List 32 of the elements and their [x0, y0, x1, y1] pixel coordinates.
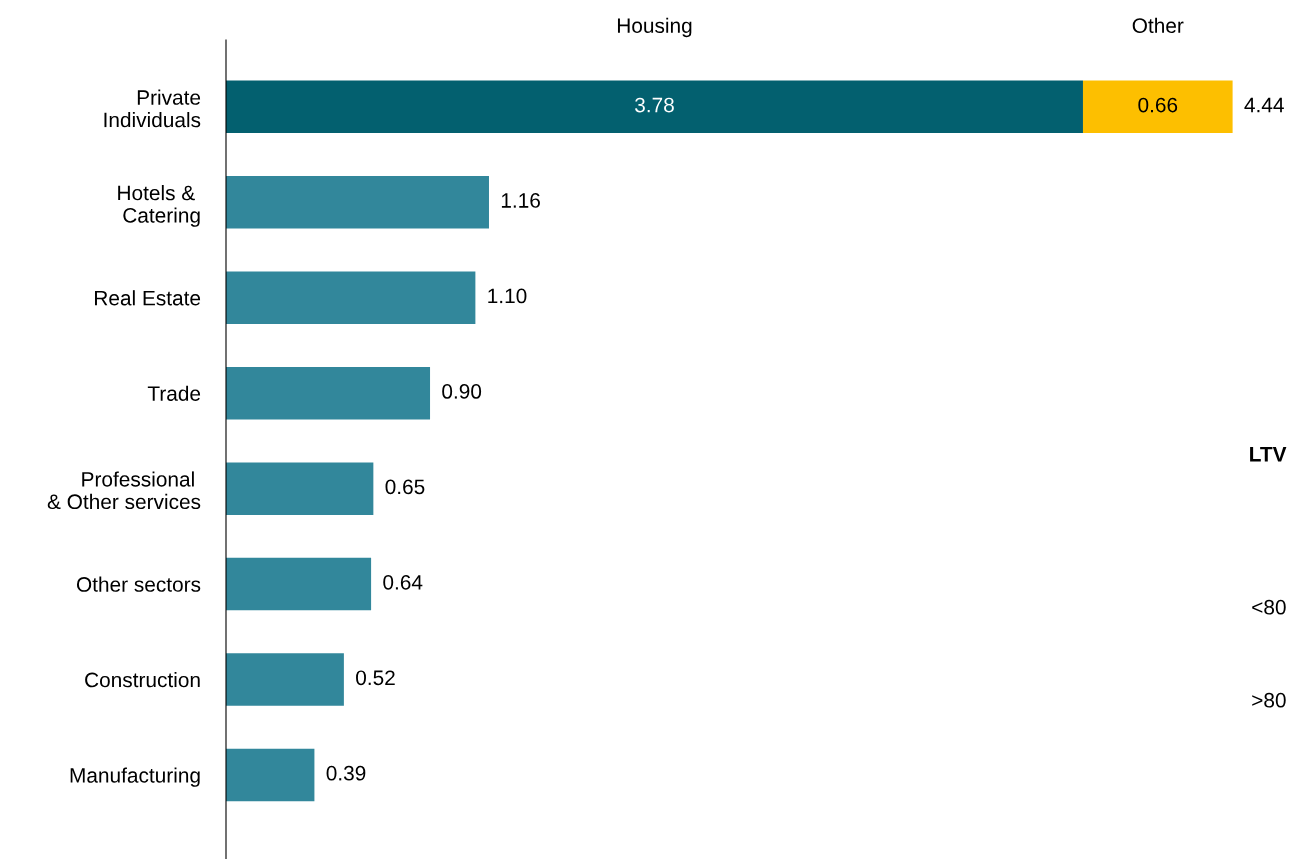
y-tick-label: Professional & Other services [47, 471, 201, 510]
data-label: 1.16 [501, 193, 540, 208]
y-tick-label: Real Estate [95, 290, 201, 306]
bar [226, 748, 315, 802]
bar [226, 271, 476, 324]
data-label: 0.66 [1138, 97, 1178, 113]
data-label: 0.90 [442, 384, 482, 399]
text: Other [1132, 17, 1184, 34]
data-label: 0.39 [326, 765, 366, 781]
data-label: 3.78 [635, 97, 674, 113]
y-tick-label: Trade [147, 385, 201, 401]
bar [1082, 80, 1233, 134]
text: LTV [1250, 447, 1287, 462]
data-label: 1.10 [488, 288, 527, 304]
total-label: 4.44 [1244, 97, 1284, 113]
y-tick-label: Hotels & Catering [118, 185, 200, 227]
y-tick-label: Construction [85, 672, 200, 688]
bar [226, 653, 344, 706]
bar [226, 366, 431, 420]
y-tick-label: Manufacturing [70, 767, 200, 787]
data-label: 0.64 [383, 574, 423, 590]
bar [226, 462, 374, 515]
y-tick-label: Other sectors [76, 576, 201, 592]
y-tick-label: Private Individuals [104, 89, 201, 128]
text: <80 [1252, 599, 1286, 615]
text: Housing [617, 17, 692, 38]
bar [226, 80, 1083, 134]
bar [226, 557, 372, 611]
data-label: 0.52 [356, 670, 395, 686]
data-label: 0.65 [385, 479, 425, 495]
text: >80 [1252, 692, 1286, 708]
bar [226, 176, 489, 229]
